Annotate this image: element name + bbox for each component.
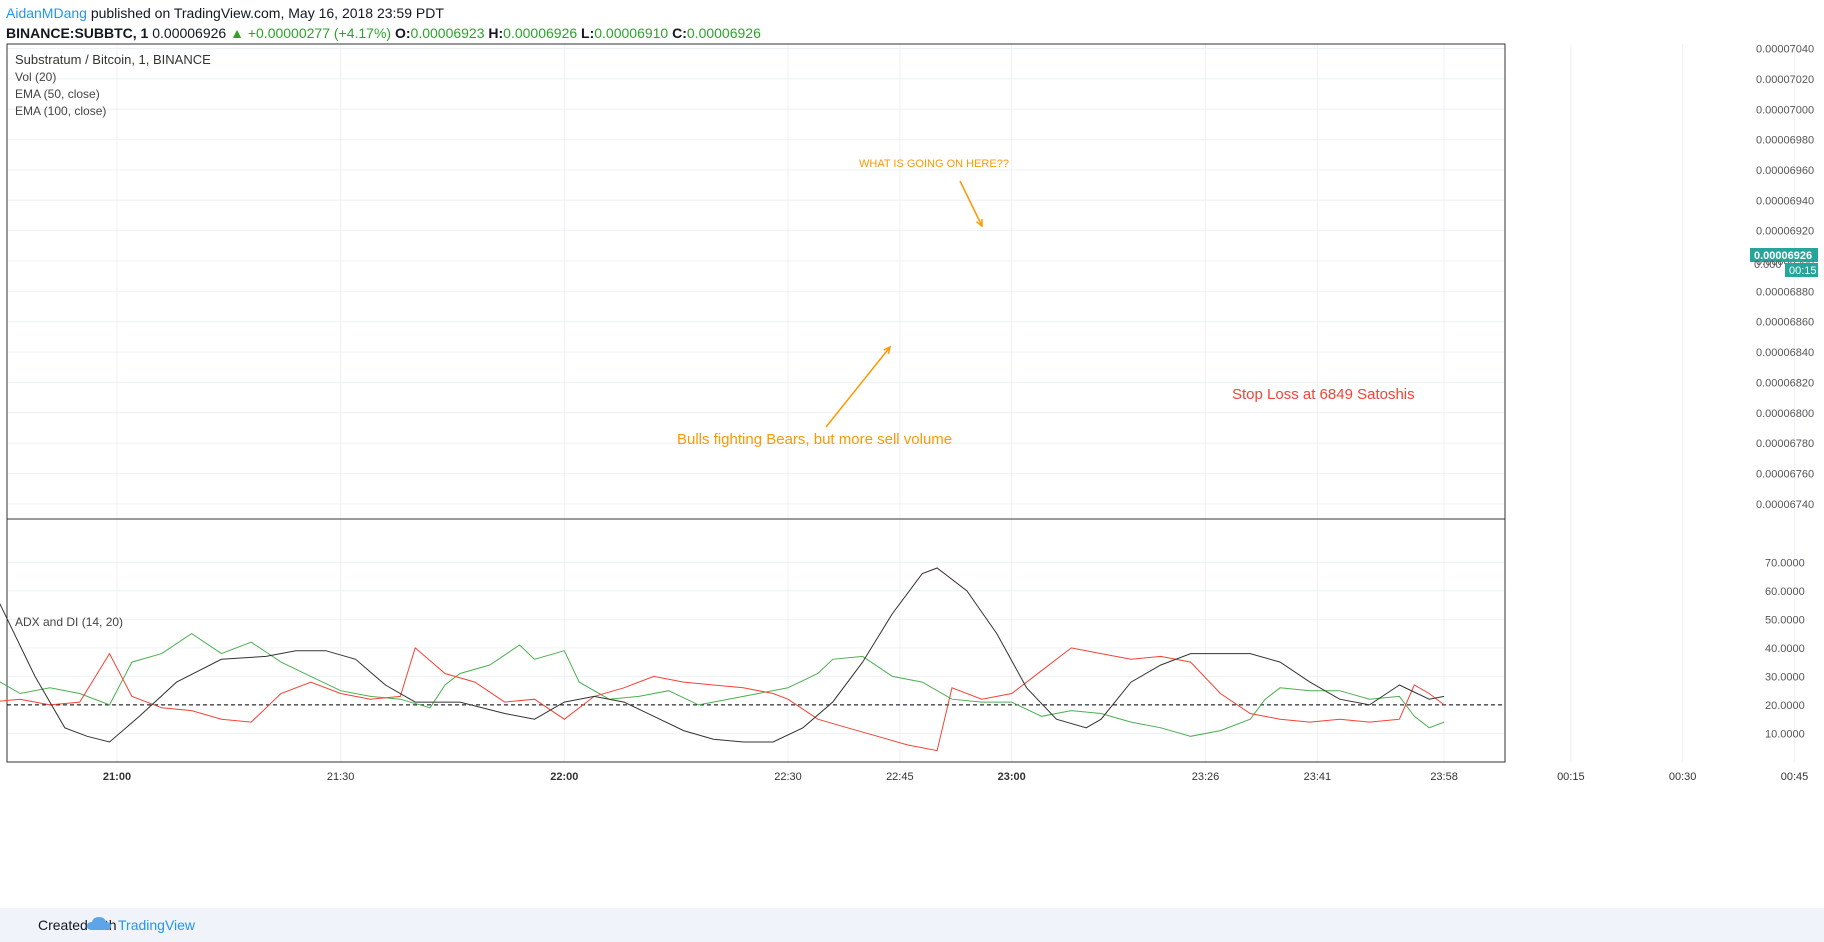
partial-tick-label: 0.000 [1754,259,1782,271]
chart-area[interactable]: 0.00007040 0.00007020 0.00007000 0.00006980… [0,40,1824,908]
publish-line: AidanMDang published on TradingView.com,… [6,3,761,23]
open-label: O: [394,25,411,41]
annotation-question-arrow-head [976,218,983,228]
published-text: published on TradingView.com, May 16, 20… [90,5,444,21]
open-value: 0.00006923 [410,25,485,41]
adx-tick-label: 70.0000 [1765,557,1805,569]
grid [6,43,1795,763]
annotation-bulls-arrow [825,346,891,428]
price-tick-label: 0.00006920 [1756,226,1814,238]
high-value: 0.00006926 [503,25,578,41]
time-tick-label: 23:26 [1192,771,1220,783]
high-label: H: [488,25,504,41]
legend-ema50[interactable]: EMA (50, close) [15,87,100,101]
low-label: L: [581,25,595,41]
di-plus-line [0,632,1445,737]
time-tick-label: 23:00 [998,771,1026,783]
chart-frame [6,43,1506,763]
tradingview-link[interactable]: TradingView [118,917,196,933]
di-minus-line [0,647,1445,752]
adx-tick-label: 40.0000 [1765,643,1805,655]
change-value: +0.00000277 (+4.17%) [247,25,392,41]
adx-line [0,567,1445,743]
annotation-bulls-arrow-head [883,345,892,354]
time-tick-label: 21:00 [103,771,131,783]
price-tick-label: 0.00007040 [1756,44,1814,56]
time-tick-label: 00:30 [1669,771,1697,783]
last-price: 0.00006926 [152,25,227,41]
low-value: 0.00006910 [594,25,669,41]
countdown-text: 00:15 [1789,265,1817,277]
time-tick-label: 23:41 [1304,771,1332,783]
annotation-bulls: Bulls fighting Bears, but more sell volu… [677,431,952,448]
annotation-question-arrow [959,180,983,227]
legend-vol[interactable]: Vol (20) [15,70,56,84]
time-tick-label: 00:15 [1557,771,1585,783]
time-tick-label: 23:58 [1430,771,1458,783]
adx-tick-label: 20.0000 [1765,700,1805,712]
adx-pane [0,567,1505,752]
ohlc-line: BINANCE:SUBBTC, 1 0.00006926 ▲ +0.000002… [6,23,761,43]
close-value: 0.00006926 [686,25,761,41]
drawings [825,180,983,428]
price-tick-label: 0.00006840 [1756,347,1814,359]
change-arrow-icon: ▲ [230,25,244,41]
annotation-stop-loss: Stop Loss at 6849 Satoshis [1232,386,1415,403]
axes: 0.00007040 0.00007020 0.00007000 0.00006980… [103,44,1814,783]
last-price-badge [1750,248,1818,262]
adx-tick-label: 10.0000 [1765,728,1805,740]
price-tick-label: 0.00006800 [1756,408,1814,420]
price-tick-label: 0.00006820 [1756,377,1814,389]
legend-title: Substratum / Bitcoin, 1, BINANCE [15,52,211,67]
price-tick-label: 0.00007020 [1756,74,1814,86]
time-tick-label: 22:30 [774,771,802,783]
countdown-badge [1785,263,1818,277]
price-tick-label: 0.00007000 [1756,104,1814,116]
close-label: C: [672,25,687,41]
price-tick-label: 0.00006740 [1756,499,1814,511]
legend-adx[interactable]: ADX and DI (14, 20) [15,615,123,629]
price-tick-label: 0.00006960 [1756,165,1814,177]
tradingview-cloud-icon [87,917,111,930]
time-tick-label: 00:45 [1781,771,1809,783]
price-tick-label: 0.00006880 [1756,286,1814,298]
time-tick-label: 22:00 [550,771,578,783]
time-tick-label: 21:30 [327,771,355,783]
adx-tick-label: 30.0000 [1765,671,1805,683]
author-link[interactable]: AidanMDang [6,5,87,21]
footer: Created with TradingView [0,908,1824,942]
price-tick-label: 0.00006940 [1756,195,1814,207]
price-tick-label: 0.00006980 [1756,135,1814,147]
annotation-question: WHAT IS GOING ON HERE?? [859,158,1009,170]
symbol-label: BINANCE:SUBBTC, 1 [6,25,149,41]
last-price-badge-text: 0.00006926 [1754,250,1812,262]
price-tick-label: 0.00006860 [1756,317,1814,329]
time-tick-label: 22:45 [886,771,914,783]
adx-tick-label: 60.0000 [1765,586,1805,598]
legend-ema100[interactable]: EMA (100, close) [15,104,106,118]
adx-tick-label: 50.0000 [1765,614,1805,626]
price-tick-label: 0.00006780 [1756,438,1814,450]
chart-header: AidanMDang published on TradingView.com,… [6,3,761,43]
price-tick-label: 0.00006760 [1756,468,1814,480]
